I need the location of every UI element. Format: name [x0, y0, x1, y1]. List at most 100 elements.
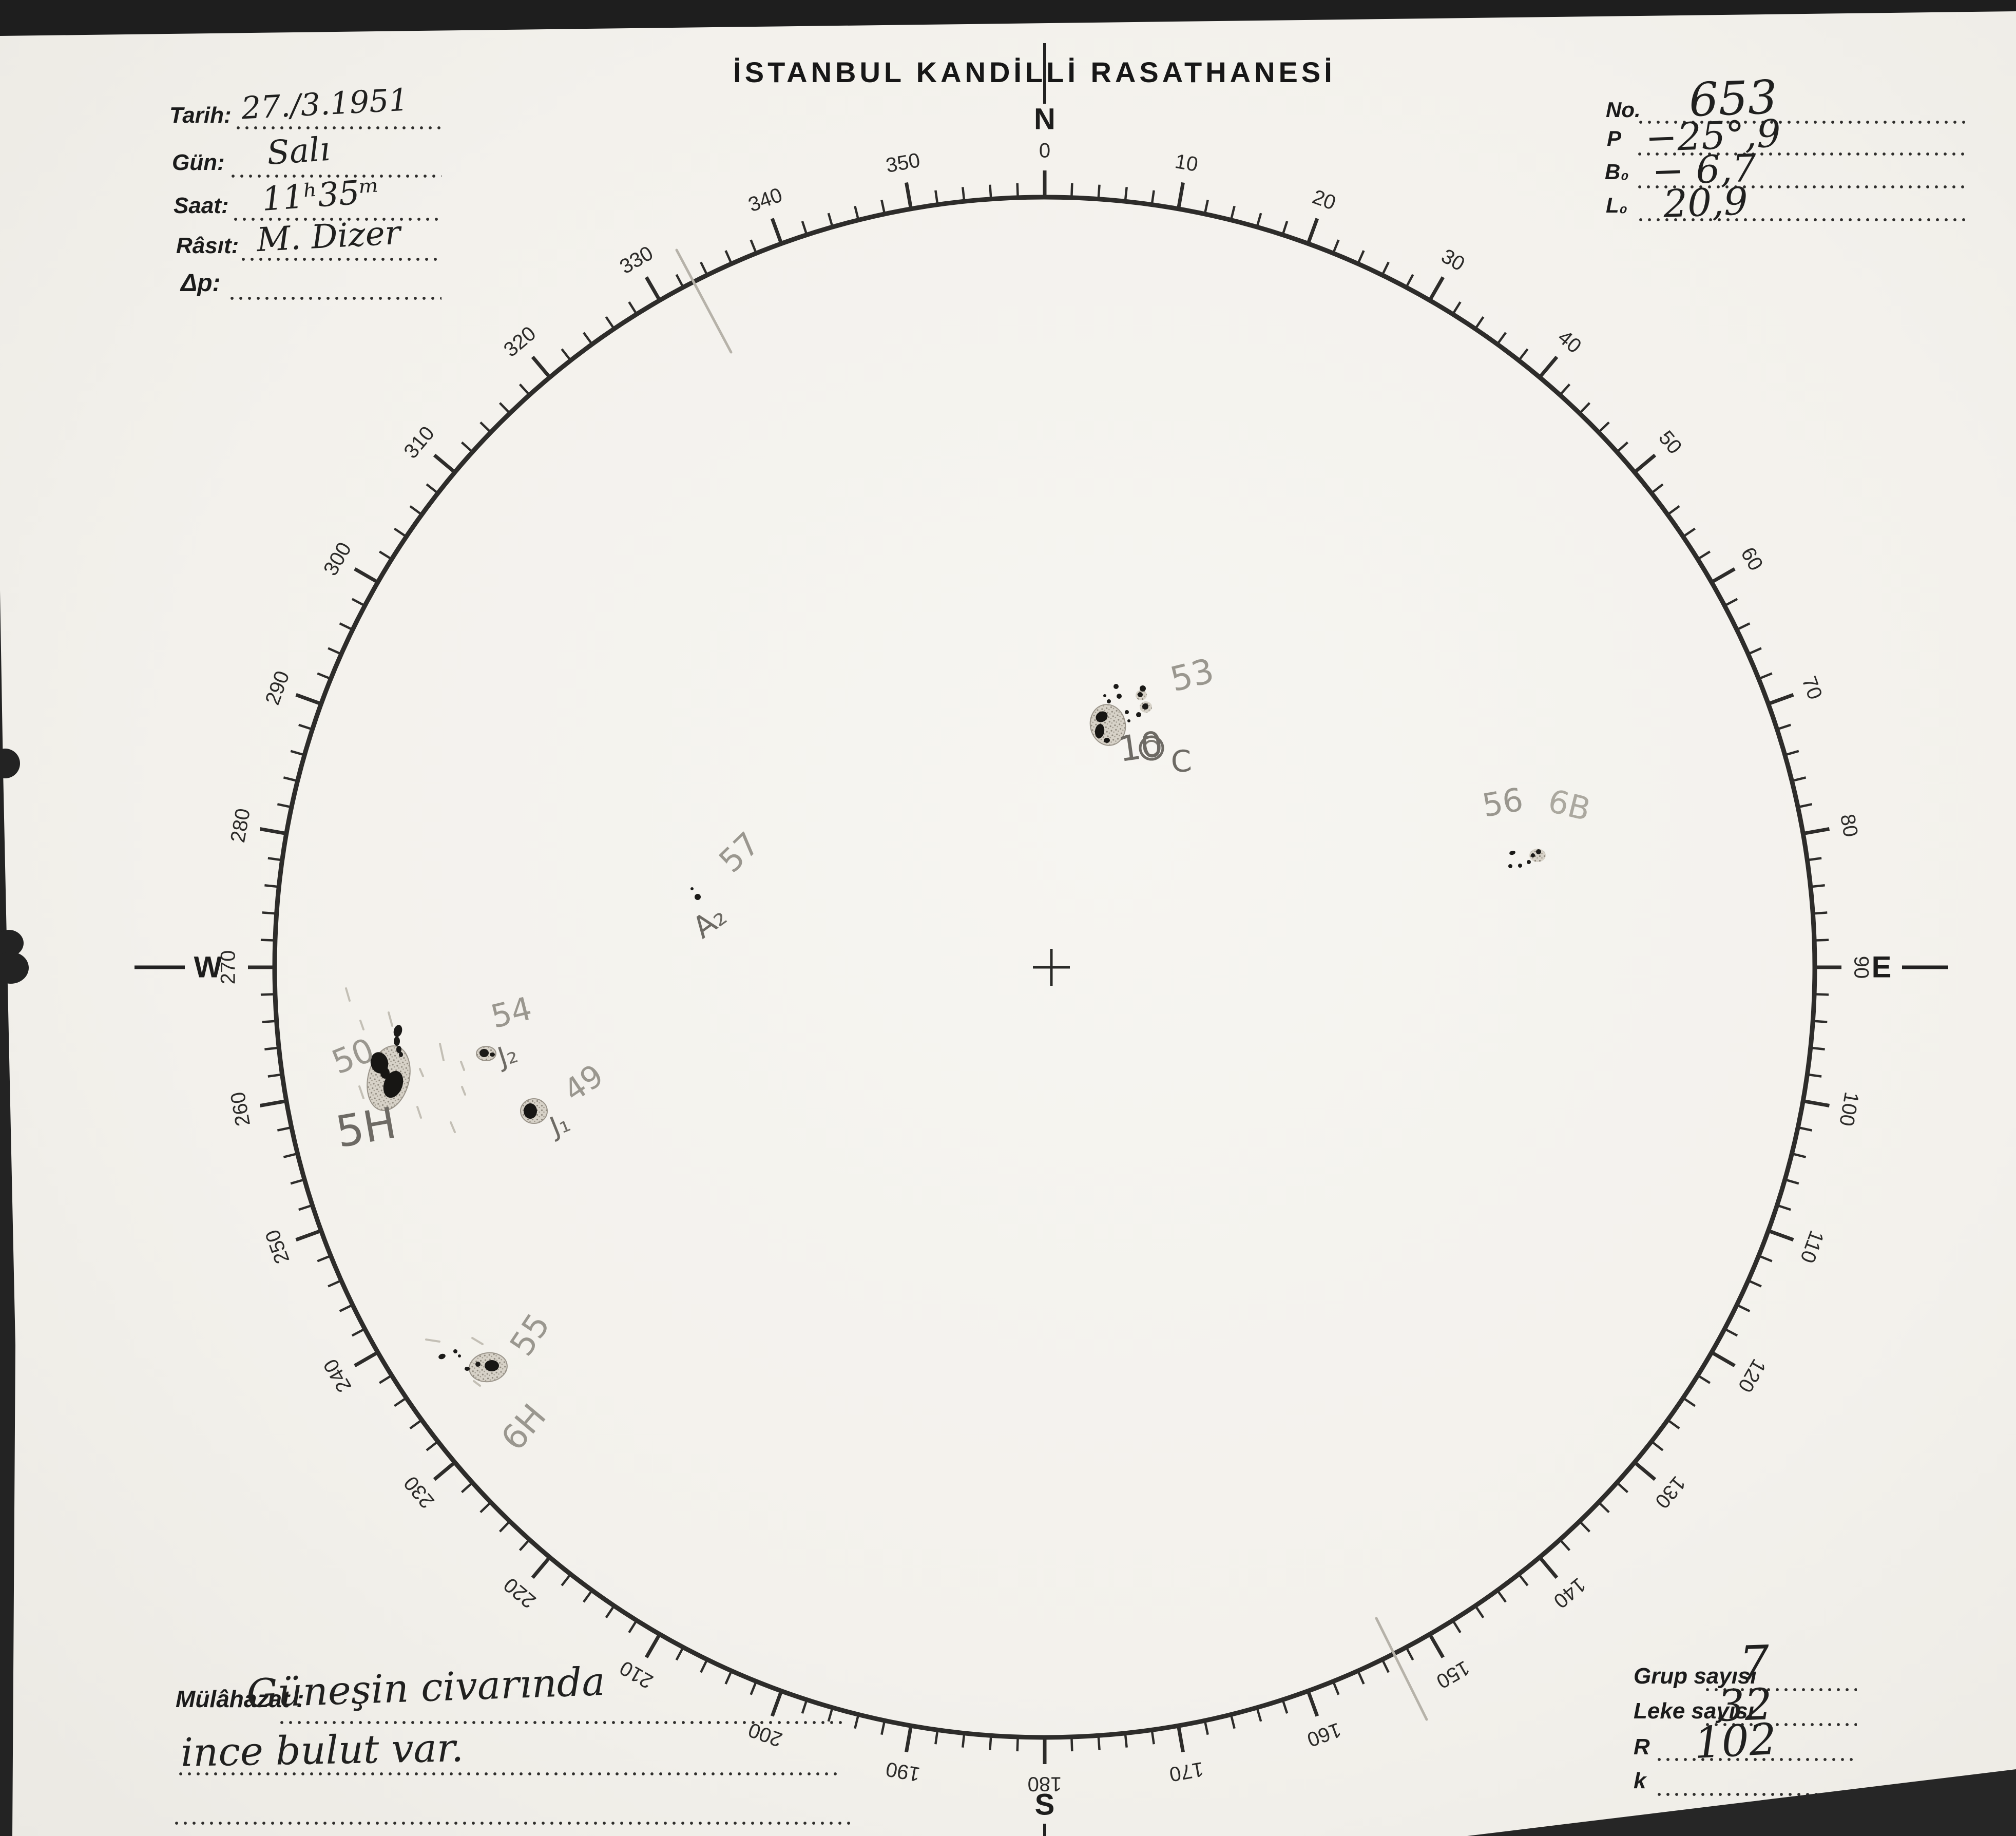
field-rasit-value: M. Dizer [256, 214, 401, 260]
field-l0-value: 20,9 [1662, 179, 1749, 226]
degree-tick [1230, 1714, 1236, 1729]
spot-count-dotline [1705, 1723, 1857, 1727]
degree-tick [1748, 647, 1762, 655]
degree-tick [1230, 205, 1236, 221]
degree-tick [561, 1573, 572, 1586]
degree-tick [317, 672, 332, 680]
degree-tick [460, 1482, 473, 1494]
degree-tick [1667, 1419, 1680, 1429]
degree-tick [1807, 857, 1822, 862]
degree-tick [854, 1714, 860, 1729]
degree-tick [1810, 884, 1825, 888]
degree-tick [605, 1605, 616, 1619]
degree-tick [354, 567, 379, 584]
field-delta-p-dotline [230, 297, 441, 300]
degree-tick [1797, 1126, 1813, 1132]
degree-tick [1405, 1647, 1414, 1661]
degree-tick [1405, 274, 1414, 288]
degree-tick [905, 182, 913, 209]
degree-label-10: 10 [1173, 150, 1200, 177]
degree-tick [1797, 803, 1813, 809]
pencil-zero-ring [1139, 735, 1164, 761]
degree-tick [498, 402, 511, 414]
degree-tick [628, 1619, 638, 1634]
sunspot-group-54 [476, 1046, 496, 1061]
degree-tick [1579, 1520, 1591, 1533]
degree-tick [531, 355, 551, 379]
degree-tick [531, 1556, 551, 1579]
degree-tick [724, 250, 733, 264]
field-no-label: No. [1606, 98, 1641, 122]
sunspot-group-53 [1089, 684, 1164, 761]
degree-tick [801, 1699, 808, 1714]
degree-tick [1579, 402, 1591, 414]
degree-tick [1598, 1501, 1610, 1514]
degree-tick [1724, 1328, 1738, 1337]
degree-tick [328, 647, 342, 655]
field-b0-dotline [1638, 185, 1967, 189]
degree-tick [1097, 184, 1101, 199]
degree-tick [1518, 348, 1529, 361]
degree-tick [1203, 199, 1209, 215]
sunspot-group-55 [438, 1349, 508, 1383]
cardinal-north: N [1034, 102, 1055, 136]
degree-tick [1150, 190, 1155, 205]
field-p-label: P [1607, 126, 1622, 150]
degree-tick [1616, 1482, 1629, 1494]
position-angle-pencil-lines [675, 248, 1428, 1721]
degree-tick [295, 693, 322, 706]
field-no-dotline [1639, 121, 1967, 124]
degree-tick [750, 239, 758, 254]
degree-tick [905, 1725, 913, 1753]
degree-tick [259, 827, 287, 835]
degree-tick [290, 750, 305, 756]
degree-tick [351, 1328, 366, 1337]
degree-tick [378, 550, 393, 561]
degree-tick [1813, 911, 1828, 915]
remarks-label: Mülâhazat : [176, 1686, 304, 1712]
degree-tick [1776, 1204, 1791, 1211]
k-factor-label: k [1634, 1768, 1646, 1793]
degree-tick [1711, 567, 1736, 584]
degree-tick [1428, 276, 1445, 301]
degree-tick [1150, 1730, 1155, 1745]
degree-tick [561, 348, 572, 361]
degree-tick [519, 1539, 530, 1552]
degree-tick [1177, 182, 1185, 209]
degree-tick [1070, 183, 1073, 198]
field-rasit-dotline [241, 258, 441, 261]
degree-tick [1724, 598, 1738, 607]
degree-tick [409, 1419, 423, 1429]
degree-tick [1616, 441, 1629, 453]
field-tarih-label: Tarih: [169, 103, 232, 128]
degree-tick [770, 218, 783, 244]
degree-tick [583, 332, 593, 345]
degree-tick [1016, 1737, 1019, 1752]
degree-tick [880, 1720, 886, 1735]
degree-tick [1814, 939, 1829, 942]
k-factor-dotline [1657, 1793, 1857, 1796]
degree-tick [1768, 693, 1794, 706]
degree-tick [1451, 1619, 1462, 1634]
remarks-dotline-1 [280, 1721, 844, 1725]
degree-tick [259, 1099, 287, 1107]
degree-tick [1474, 1605, 1485, 1619]
degree-tick [628, 301, 638, 315]
degree-tick [1124, 187, 1128, 202]
degree-tick [1807, 1073, 1822, 1078]
degree-tick [934, 190, 939, 205]
group-count-label: Grup sayısı [1634, 1663, 1757, 1689]
degree-tick [1813, 1020, 1828, 1023]
degree-tick [262, 1020, 277, 1023]
group-53-class: 10 [1116, 723, 1166, 771]
degree-tick [880, 199, 886, 215]
degree-tick [1518, 1573, 1529, 1586]
degree-tick [283, 1152, 298, 1158]
sunspot-group-56 [1508, 849, 1546, 868]
degree-tick [1784, 1178, 1799, 1185]
degree-tick [1124, 1733, 1128, 1748]
degree-tick [519, 383, 530, 396]
degree-tick [351, 598, 366, 607]
degree-tick [393, 527, 407, 538]
degree-tick [262, 911, 277, 915]
